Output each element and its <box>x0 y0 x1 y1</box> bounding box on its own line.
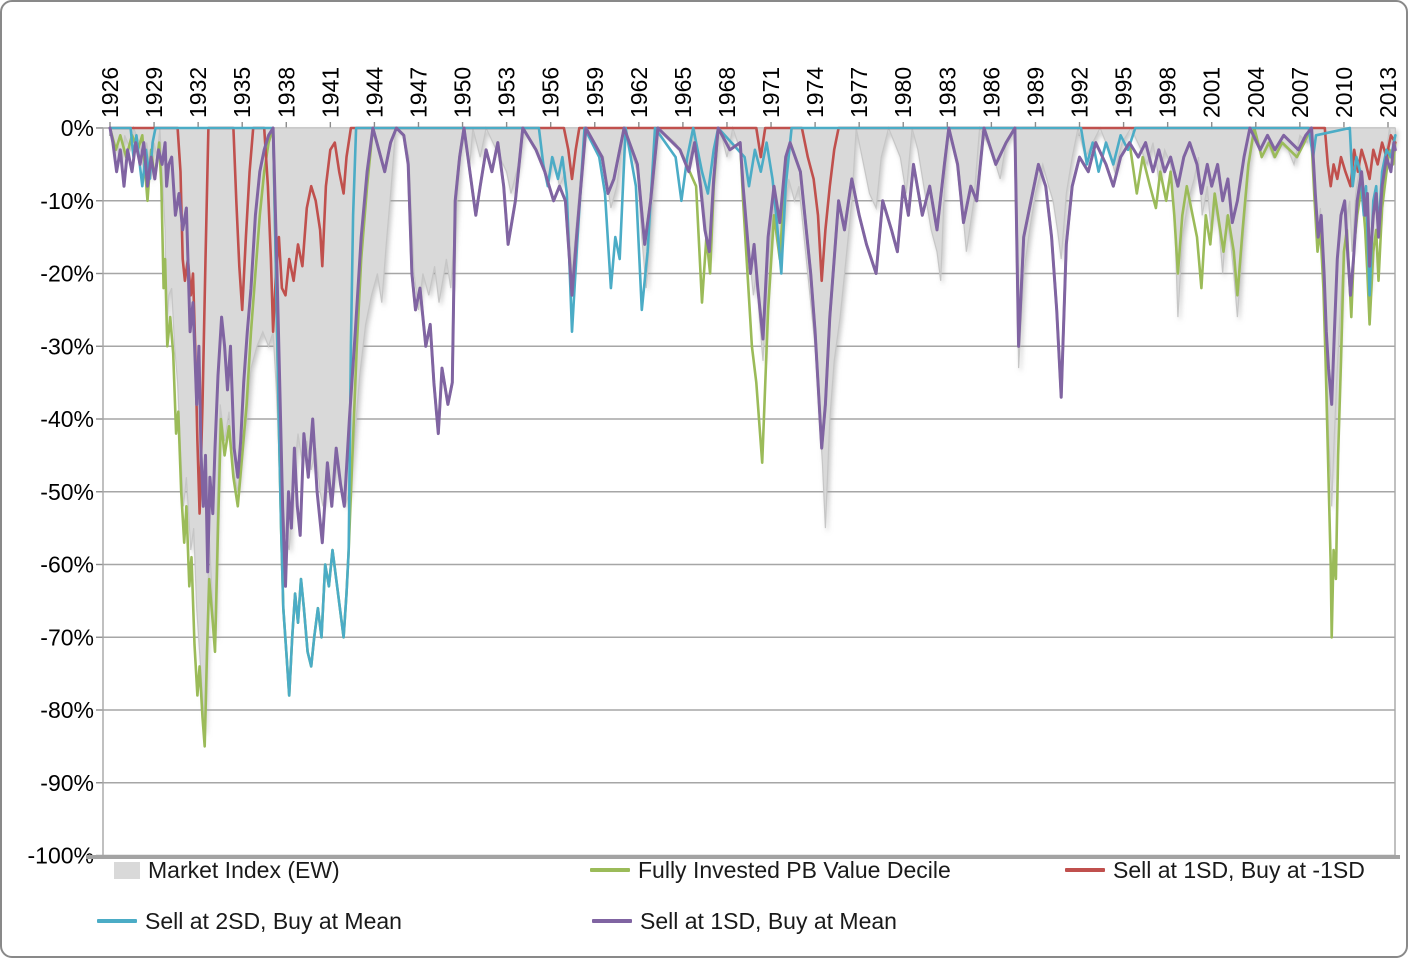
y-axis-label: -100% <box>28 843 94 869</box>
legend-label-sell-at-2sd-buy-at-mean: Sell at 2SD, Buy at Mean <box>145 907 402 934</box>
x-axis-label: 2010 <box>1331 67 1357 118</box>
legend-item-sell-at-2sd-buy-at-mean: Sell at 2SD, Buy at Mean <box>97 904 402 938</box>
x-axis-label: 1971 <box>758 67 784 118</box>
y-axis-label: -50% <box>40 479 94 505</box>
legend-item-fully-invested-pb-value-decile: Fully Invested PB Value Decile <box>590 853 951 887</box>
x-axis-label: 1944 <box>361 67 387 118</box>
x-axis-label: 1941 <box>317 67 343 118</box>
y-axis-label: -60% <box>40 552 94 578</box>
legend-row-1: Market Index (EW) Fully Invested PB Value… <box>2 853 1406 887</box>
legend-label-market-index-ew: Market Index (EW) <box>148 856 340 883</box>
x-axis-label: 2013 <box>1375 67 1401 118</box>
legend-item-sell-at-1sd-buy-at-1sd: Sell at 1SD, Buy at -1SD <box>1065 853 1365 887</box>
y-axis-label: 0% <box>61 115 94 141</box>
x-axis-label: 1962 <box>626 67 652 118</box>
legend-swatch-sell-at-1sd-buy-at-mean-icon <box>592 919 632 923</box>
legend-label-sell-at-1sd-buy-at-1sd: Sell at 1SD, Buy at -1SD <box>1113 856 1365 883</box>
x-axis-label: 1959 <box>582 67 608 118</box>
legend-swatch-fully-invested-pb-value-decile-icon <box>590 868 630 872</box>
y-axis-label: -80% <box>40 697 94 723</box>
x-axis-label: 1968 <box>714 67 740 118</box>
x-axis-label: 1938 <box>273 67 299 118</box>
x-axis-label: 2001 <box>1199 67 1225 118</box>
x-axis-label: 1986 <box>978 67 1004 118</box>
x-axis-label: 1974 <box>802 67 828 118</box>
legend-label-fully-invested-pb-value-decile: Fully Invested PB Value Decile <box>638 856 951 883</box>
x-axis-label: 1953 <box>494 67 520 118</box>
x-axis-label: 1977 <box>846 67 872 118</box>
y-axis-label: -70% <box>40 624 94 650</box>
legend-swatch-market-index-ew-icon <box>114 861 140 879</box>
x-axis-label: 1950 <box>450 67 476 118</box>
legend-label-sell-at-1sd-buy-at-mean: Sell at 1SD, Buy at Mean <box>640 907 897 934</box>
y-axis-label: -30% <box>40 333 94 359</box>
x-axis-label: 1989 <box>1022 67 1048 118</box>
x-axis-label: 1995 <box>1111 67 1137 118</box>
legend-item-market-index-ew: Market Index (EW) <box>114 853 340 887</box>
legend-swatch-sell-at-1sd-buy-at-1sd-icon <box>1065 868 1105 872</box>
x-axis-label: 2004 <box>1243 67 1269 118</box>
x-axis-label: 1983 <box>934 67 960 118</box>
x-axis-label: 1947 <box>405 67 431 118</box>
legend-item-sell-at-1sd-buy-at-mean: Sell at 1SD, Buy at Mean <box>592 904 897 938</box>
x-axis-label: 1935 <box>229 67 255 118</box>
y-axis-label: -40% <box>40 406 94 432</box>
x-axis-label: 2007 <box>1287 67 1313 118</box>
x-axis-label: 1980 <box>890 67 916 118</box>
series-area-market-index-ew <box>109 125 1396 732</box>
x-axis-label: 1932 <box>185 67 211 118</box>
legend-swatch-sell-at-2sd-buy-at-mean-icon <box>97 919 137 923</box>
x-axis-label: 1965 <box>670 67 696 118</box>
series-line-sell-at-2sd-buy-at-mean <box>108 126 1397 697</box>
x-axis-label: 1929 <box>141 67 167 118</box>
y-axis-label: -90% <box>40 770 94 796</box>
x-axis-label: 1998 <box>1155 67 1181 118</box>
series-line-sell-at-1sd-buy-at-mean <box>108 126 1397 588</box>
x-axis-label: 1992 <box>1067 67 1093 118</box>
x-axis-label: 1956 <box>538 67 564 118</box>
y-axis-label: -10% <box>40 188 94 214</box>
legend-row-2: Sell at 2SD, Buy at Mean Sell at 1SD, Buy… <box>2 904 1406 938</box>
x-axis-label: 1926 <box>97 67 123 118</box>
y-axis-label: -20% <box>40 261 94 287</box>
